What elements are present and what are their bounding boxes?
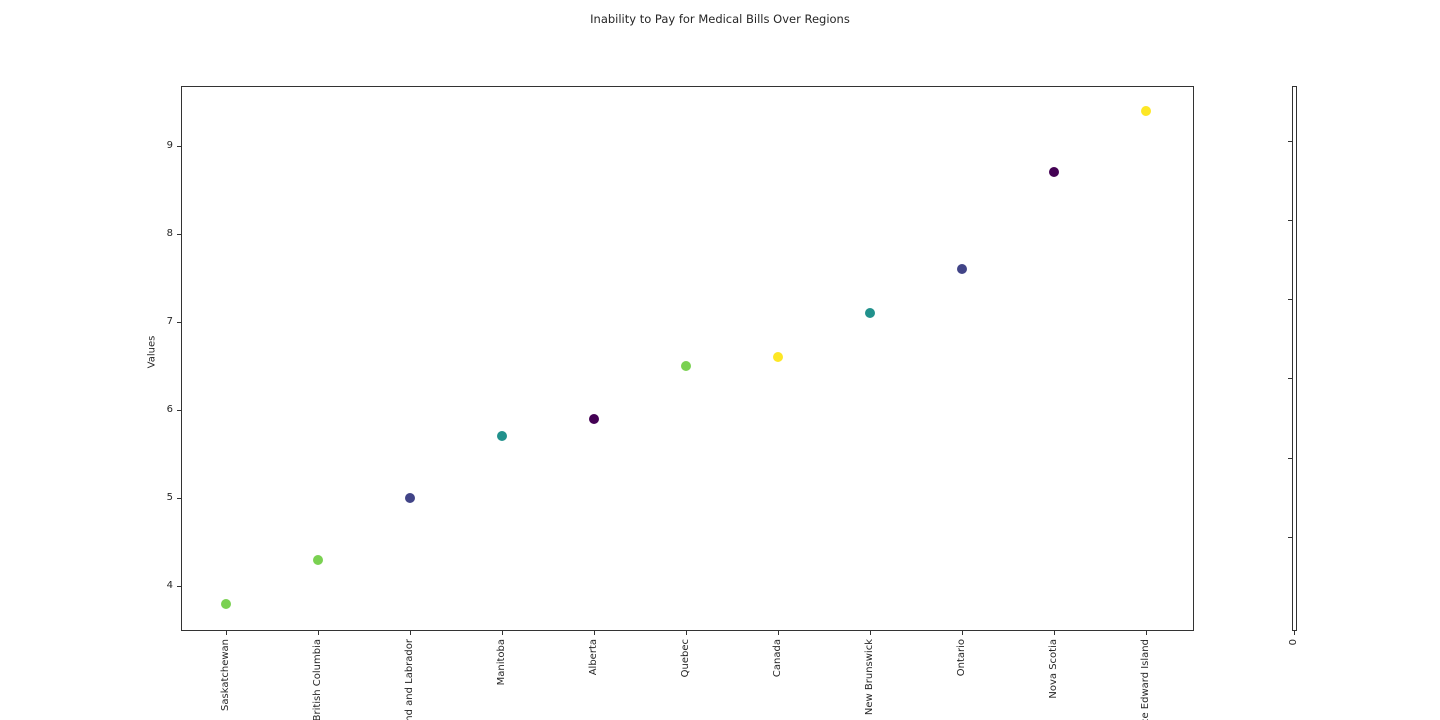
data-point-ontario [957,264,967,275]
y-tick-label: 5 [166,492,173,503]
x-tick-label-manitoba: Manitoba [496,639,507,686]
secondary-y-tick-mark [1288,537,1292,538]
data-point-british-columbia [313,554,323,565]
x-tick-mark [686,631,687,635]
y-tick-mark [177,498,181,499]
secondary-y-tick-mark [1288,458,1292,459]
x-tick-label-canada: Canada [772,639,783,678]
y-tick-label: 6 [166,404,173,415]
data-point-saskatchewan [221,598,231,609]
x-tick-label-newfoundland-and-labrador: Newfoundland and Labrador [404,639,415,720]
x-tick-label-quebec: Quebec [680,639,691,678]
secondary-axes [1292,86,1297,631]
secondary-x-tick-label: 0 [1288,639,1299,646]
plot-area [181,86,1194,631]
secondary-y-tick-mark [1288,220,1292,221]
x-tick-mark [778,631,779,635]
data-point-manitoba [497,431,507,442]
x-tick-mark [594,631,595,635]
data-point-canada [773,352,783,363]
x-tick-label-ontario: Ontario [956,639,967,677]
x-tick-label-saskatchewan: Saskatchewan [220,639,231,711]
data-point-newfoundland-and-labrador [405,493,415,503]
x-tick-mark [410,631,411,635]
secondary-x-tick-mark [1294,631,1295,635]
y-tick-label: 7 [166,316,173,327]
secondary-y-tick-mark [1288,141,1292,142]
x-tick-mark [962,631,963,635]
y-tick-mark [177,410,181,411]
data-point-new-brunswick [865,308,875,319]
y-tick-mark [177,322,181,323]
data-point-alberta [589,413,599,424]
y-tick-mark [177,146,181,147]
chart-title: Inability to Pay for Medical Bills Over … [590,12,850,26]
data-point-nova-scotia [1049,167,1059,178]
y-tick-label: 9 [166,140,173,151]
data-point-prince-edward-island [1141,105,1151,116]
x-tick-label-new-brunswick: New Brunswick [864,639,875,716]
x-tick-mark [502,631,503,635]
x-tick-mark [226,631,227,635]
x-tick-mark [1146,631,1147,635]
y-tick-mark [177,586,181,587]
secondary-y-tick-mark [1288,299,1292,300]
y-tick-label: 4 [166,580,173,591]
x-tick-label-prince-edward-island: Prince Edward Island [1140,639,1151,720]
x-tick-mark [870,631,871,635]
y-axis-label: Values [146,335,158,369]
x-tick-label-alberta: Alberta [588,639,599,676]
x-tick-label-nova-scotia: Nova Scotia [1048,639,1059,699]
y-tick-mark [177,234,181,235]
y-tick-label: 8 [166,228,173,239]
x-tick-label-british-columbia: British Columbia [312,639,323,720]
x-tick-mark [318,631,319,635]
x-tick-mark [1054,631,1055,635]
data-point-quebec [681,361,691,371]
secondary-y-tick-mark [1288,378,1292,379]
